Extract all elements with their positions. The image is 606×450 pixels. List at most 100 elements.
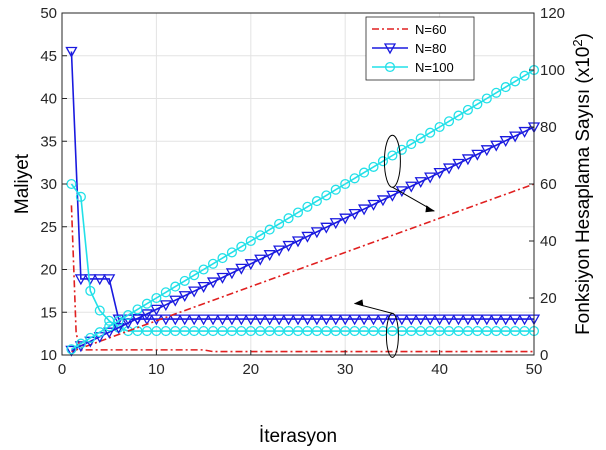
x-tick-label: 40 <box>431 361 448 378</box>
y-tick-label: 15 <box>40 304 57 321</box>
data-point-triangle <box>442 314 456 326</box>
data-point-triangle <box>395 314 408 326</box>
data-point-triangle <box>291 314 305 326</box>
data-point-triangle <box>254 254 267 266</box>
data-point-circle <box>264 224 275 235</box>
data-point-triangle <box>310 227 323 239</box>
data-point-triangle <box>197 281 210 293</box>
data-point-circle <box>519 70 530 81</box>
data-point-triangle <box>178 314 191 326</box>
data-point-triangle <box>357 314 371 326</box>
data-point-triangle <box>216 272 229 284</box>
data-point-triangle <box>367 199 380 211</box>
data-point-triangle <box>140 314 154 326</box>
data-point-triangle <box>103 274 116 286</box>
data-point-triangle <box>405 181 418 193</box>
y2-tick-label: 80 <box>540 119 557 136</box>
data-point-triangle <box>206 314 220 326</box>
data-point-triangle <box>424 172 437 184</box>
data-point-circle <box>132 304 143 315</box>
series-line <box>71 183 535 353</box>
data-point-triangle <box>235 263 248 275</box>
data-point-triangle <box>188 314 201 326</box>
annotation-group <box>354 134 435 358</box>
data-point-circle <box>453 110 464 121</box>
data-point-circle <box>217 253 228 264</box>
data-point-triangle <box>499 136 512 148</box>
legend-item-n-100: N=100 <box>372 60 454 75</box>
x-tick-label: 10 <box>148 361 165 378</box>
data-point-triangle <box>433 167 446 179</box>
data-point-triangle <box>263 250 276 262</box>
data-point-circle <box>396 144 407 155</box>
data-point-triangle <box>74 341 87 353</box>
data-point-circle <box>207 258 219 269</box>
data-point-triangle <box>310 314 323 326</box>
data-point-circle <box>292 207 304 218</box>
data-point-circle <box>377 156 389 167</box>
y-tick-label: 50 <box>40 5 57 22</box>
data-point-triangle <box>291 236 305 248</box>
data-point-triangle <box>320 314 333 326</box>
data-point-triangle <box>244 259 257 271</box>
data-point-circle <box>302 201 313 212</box>
data-point-circle <box>311 196 322 207</box>
data-point-circle <box>226 247 237 258</box>
data-point-circle <box>500 82 511 93</box>
y-tick-label: 25 <box>40 219 57 236</box>
data-point-triangle <box>518 314 531 326</box>
data-point-circle <box>85 285 96 296</box>
data-point-triangle <box>216 314 229 326</box>
data-point-triangle <box>263 314 276 326</box>
data-point-triangle <box>424 314 437 326</box>
data-point-circle <box>113 315 124 326</box>
data-point-circle <box>330 184 341 195</box>
data-point-circle <box>274 218 285 229</box>
data-point-triangle <box>414 314 427 326</box>
data-point-circle <box>384 61 396 73</box>
data-point-circle <box>406 139 417 150</box>
data-point-triangle <box>367 314 380 326</box>
data-point-circle <box>66 178 77 190</box>
data-point-triangle <box>159 314 172 326</box>
data-point-triangle <box>225 314 239 326</box>
legend: N=60 N=80 N=100 <box>365 16 475 81</box>
data-point-circle <box>481 93 492 104</box>
data-point-triangle <box>499 314 512 326</box>
data-point-triangle <box>480 145 493 157</box>
data-point-triangle <box>471 149 484 161</box>
data-point-triangle <box>282 240 295 252</box>
data-point-circle <box>245 235 256 247</box>
data-point-circle <box>66 344 77 355</box>
data-point-triangle <box>490 314 503 326</box>
data-point-triangle <box>197 314 210 326</box>
data-point-triangle <box>188 286 201 298</box>
legend-label: N=60 <box>415 22 446 37</box>
data-point-circle <box>387 150 398 161</box>
y-tick-label: 40 <box>40 91 57 108</box>
y2-tick-label: 60 <box>540 176 557 193</box>
data-point-triangle <box>339 314 352 326</box>
x-axis-ticks: 0 10 20 30 40 50 <box>58 350 542 378</box>
data-point-triangle <box>376 195 390 207</box>
data-point-triangle <box>235 314 248 326</box>
data-point-triangle <box>386 314 399 326</box>
y-axis-right-title-main: Fonksiyon Hesaplama Sayısı (x10 <box>573 47 594 335</box>
data-point-circle <box>359 167 370 178</box>
data-point-triangle <box>383 43 397 55</box>
data-point-triangle <box>471 314 484 326</box>
data-point-triangle <box>329 314 342 326</box>
y2-tick-label: 120 <box>540 5 565 22</box>
data-point-circle <box>160 287 171 298</box>
arrowhead-left <box>354 299 364 307</box>
data-point-triangle <box>480 314 493 326</box>
data-point-circle <box>236 241 247 252</box>
data-point-triangle <box>225 268 239 280</box>
legend-label: N=80 <box>415 41 446 56</box>
data-point-triangle <box>244 314 257 326</box>
legend-item-n-60: N=60 <box>372 22 446 37</box>
data-point-circle <box>123 310 134 321</box>
data-point-circle <box>141 298 153 309</box>
x-tick-label: 20 <box>242 361 259 378</box>
